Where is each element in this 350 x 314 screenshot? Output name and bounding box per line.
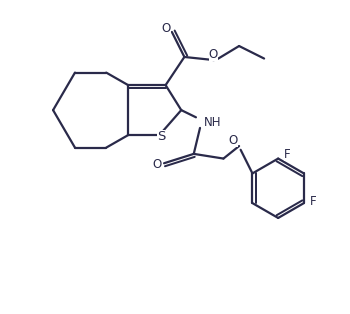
Text: O: O [162, 22, 171, 35]
Text: O: O [153, 158, 162, 171]
Text: O: O [229, 134, 238, 147]
Text: NH: NH [204, 116, 222, 129]
Text: F: F [284, 148, 290, 161]
Text: F: F [310, 195, 316, 208]
Text: S: S [157, 130, 165, 143]
Text: O: O [209, 48, 218, 61]
